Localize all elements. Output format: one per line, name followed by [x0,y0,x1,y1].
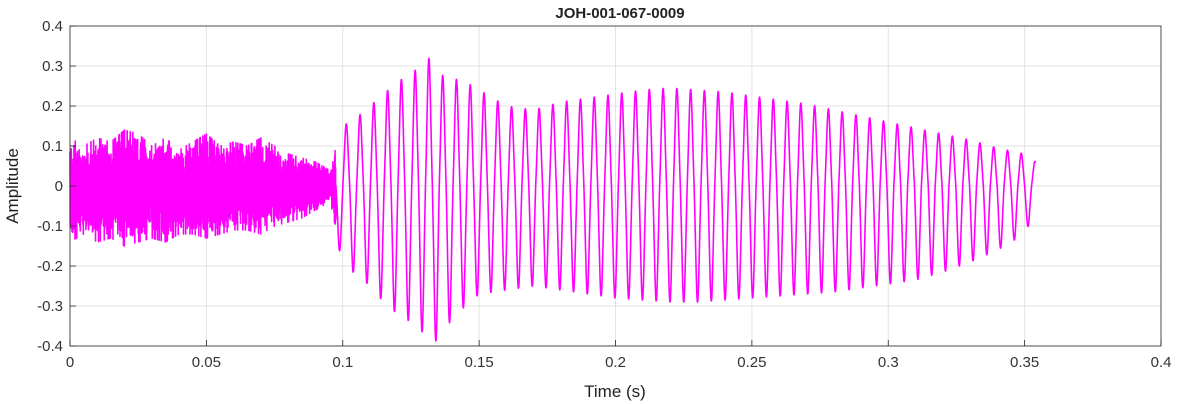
y-tick-label: 0 [55,178,63,195]
y-axis-label: Amplitude [3,148,22,224]
x-tick-label: 0.4 [1151,354,1172,371]
y-tick-label: -0.2 [37,258,63,275]
x-tick-label: 0.2 [605,354,626,371]
y-tick-label: -0.4 [37,338,63,355]
signal-trace [69,57,1037,342]
y-tick-label: 0.3 [42,58,63,75]
x-tick-label: 0.25 [737,354,766,371]
y-tick-label: 0.2 [42,98,63,115]
y-tick-label: -0.1 [37,218,63,235]
y-tick-label: -0.3 [37,298,63,315]
x-tick-label: 0 [66,354,74,371]
axis-ticks: 0 0.05 0.1 0.15 0.2 0.25 0.3 0.35 0.4 0.4 0.3 0.2 0.… [37,18,1171,371]
x-tick-label: 0.3 [878,354,899,371]
series-line-0 [69,57,1037,342]
y-tick-label: 0.1 [42,138,63,155]
y-tick-label: 0.4 [42,18,63,35]
x-tick-label: 0.1 [332,354,353,371]
x-tick-label: 0.05 [192,354,221,371]
chart-title: JOH-001-067-0009 [555,5,684,22]
x-axis-label: Time (s) [584,382,646,401]
x-tick-label: 0.35 [1010,354,1039,371]
x-tick-label: 0.15 [465,354,494,371]
